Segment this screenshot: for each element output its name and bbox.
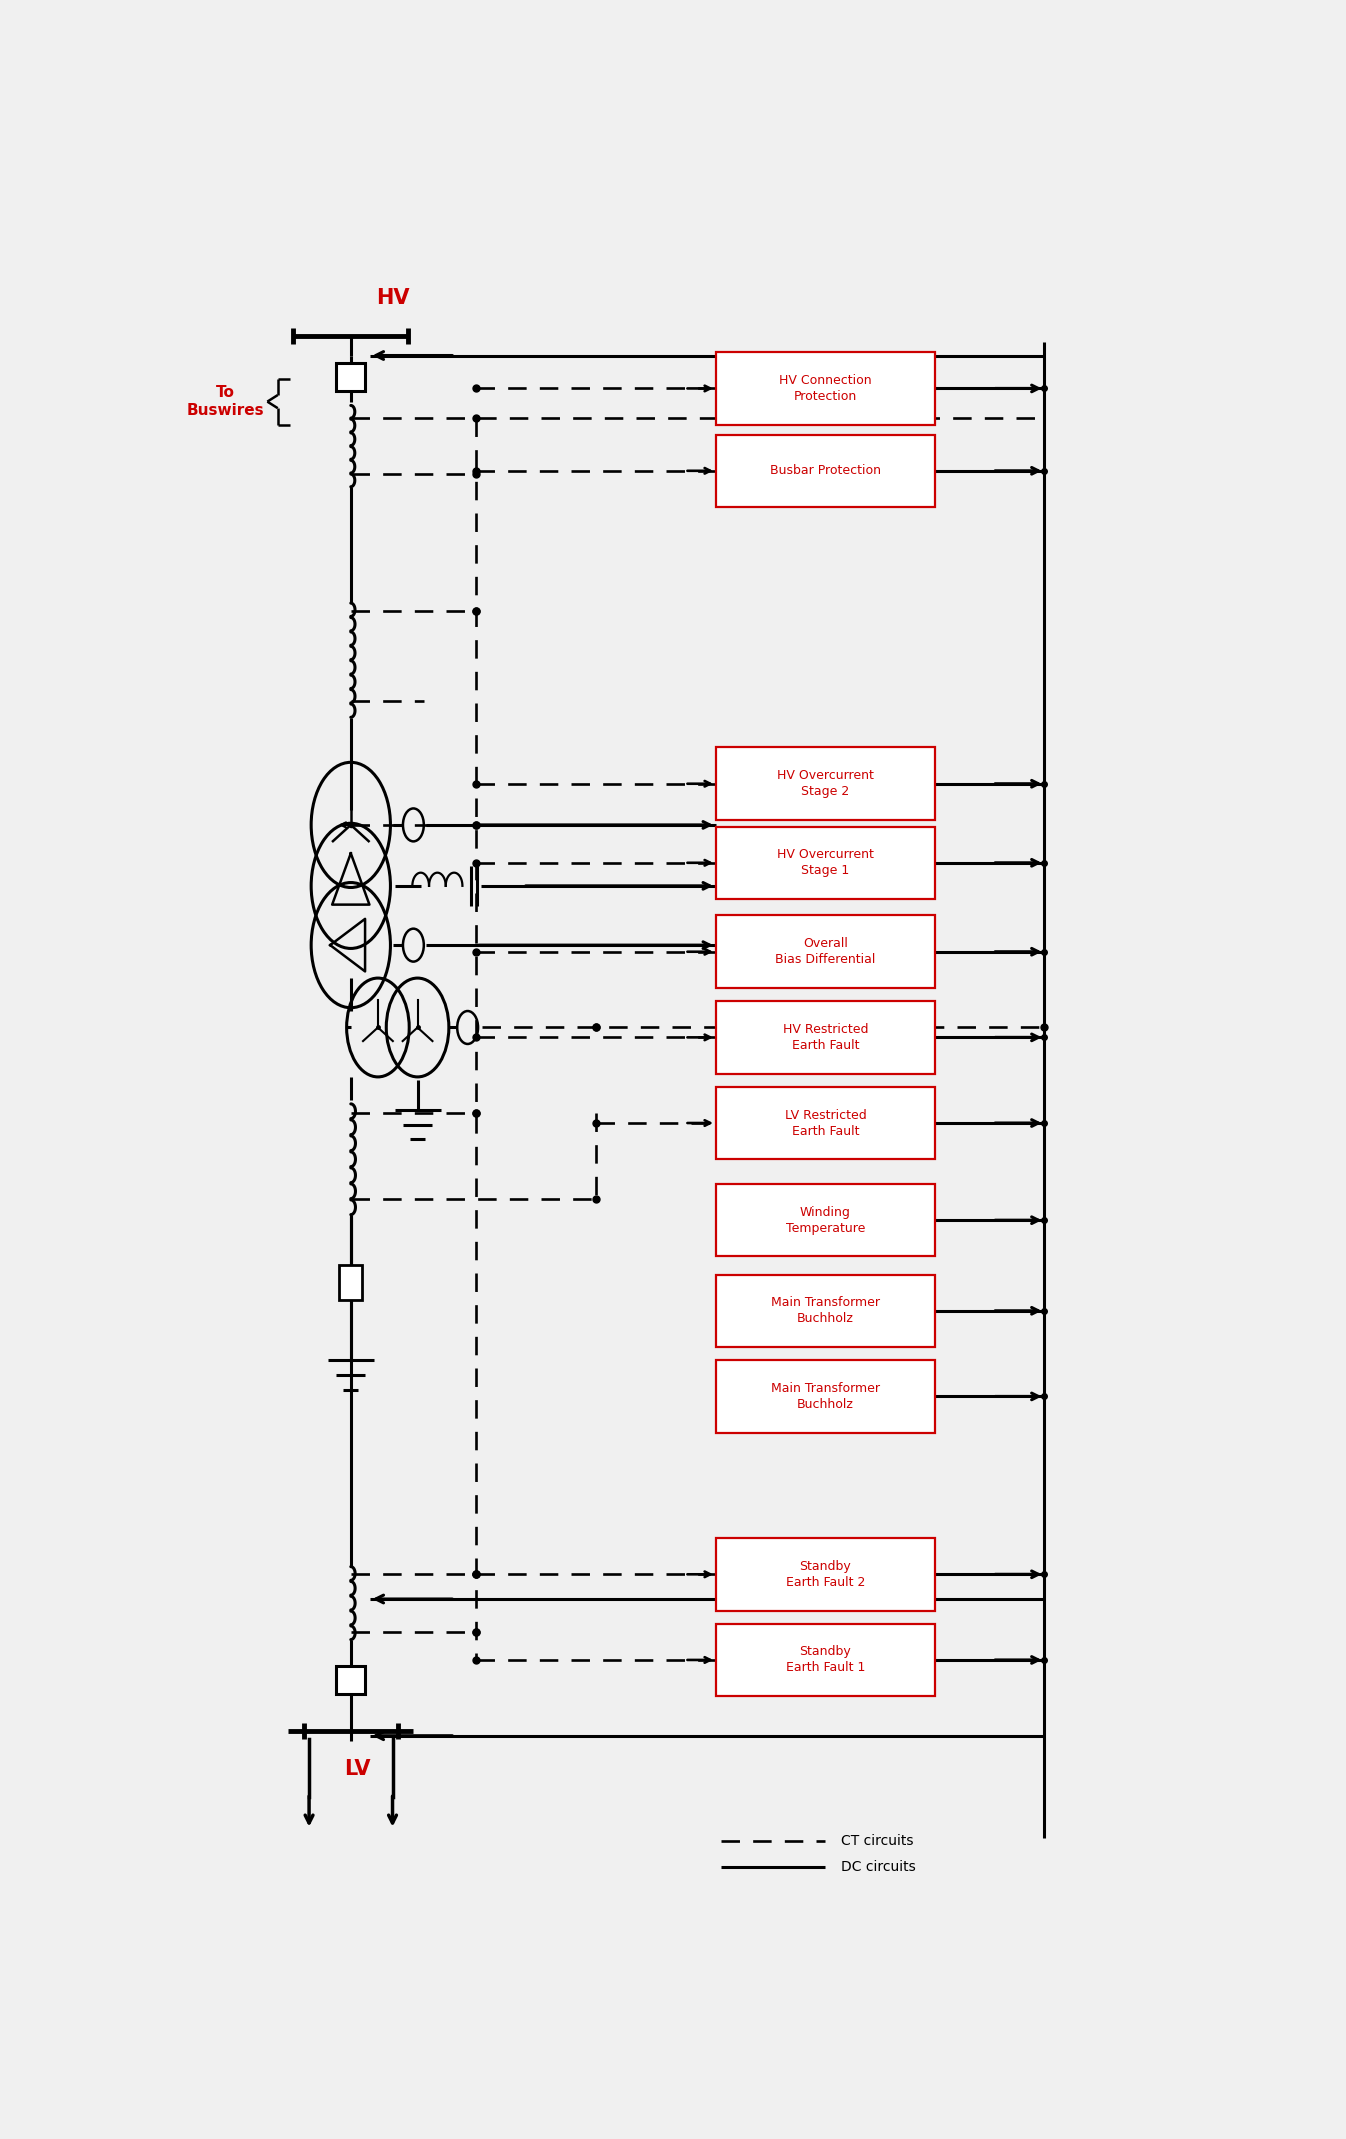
Text: Main Transformer
Buchholz: Main Transformer Buchholz (771, 1382, 880, 1412)
FancyBboxPatch shape (716, 915, 935, 988)
Text: Busbar Protection: Busbar Protection (770, 464, 880, 477)
Text: Overall
Bias Differential: Overall Bias Differential (775, 937, 876, 967)
Text: HV: HV (376, 289, 409, 308)
FancyBboxPatch shape (716, 826, 935, 898)
Text: Standby
Earth Fault 2: Standby Earth Fault 2 (786, 1559, 865, 1589)
Text: HV Overcurrent
Stage 2: HV Overcurrent Stage 2 (777, 770, 874, 798)
Text: CT circuits: CT circuits (841, 1833, 914, 1848)
Text: To
Buswires: To Buswires (187, 385, 264, 417)
FancyBboxPatch shape (716, 353, 935, 426)
FancyBboxPatch shape (716, 1538, 935, 1611)
FancyBboxPatch shape (716, 1001, 935, 1074)
FancyBboxPatch shape (716, 434, 935, 507)
Bar (336, 364, 365, 391)
Text: DC circuits: DC circuits (841, 1861, 915, 1874)
Text: HV Overcurrent
Stage 1: HV Overcurrent Stage 1 (777, 849, 874, 877)
FancyBboxPatch shape (716, 1087, 935, 1159)
Text: LV Restricted
Earth Fault: LV Restricted Earth Fault (785, 1108, 867, 1138)
Bar (336, 1666, 365, 1694)
Text: Winding
Temperature: Winding Temperature (786, 1206, 865, 1234)
Text: Standby
Earth Fault 1: Standby Earth Fault 1 (786, 1645, 865, 1675)
Text: HV Connection
Protection: HV Connection Protection (779, 374, 872, 402)
Bar (339, 1266, 362, 1301)
FancyBboxPatch shape (716, 1185, 935, 1256)
FancyBboxPatch shape (716, 1275, 935, 1348)
FancyBboxPatch shape (716, 747, 935, 819)
FancyBboxPatch shape (716, 1624, 935, 1696)
Text: HV Restricted
Earth Fault: HV Restricted Earth Fault (782, 1022, 868, 1052)
FancyBboxPatch shape (716, 1360, 935, 1433)
Text: LV: LV (343, 1758, 370, 1780)
Text: Main Transformer
Buchholz: Main Transformer Buchholz (771, 1296, 880, 1326)
